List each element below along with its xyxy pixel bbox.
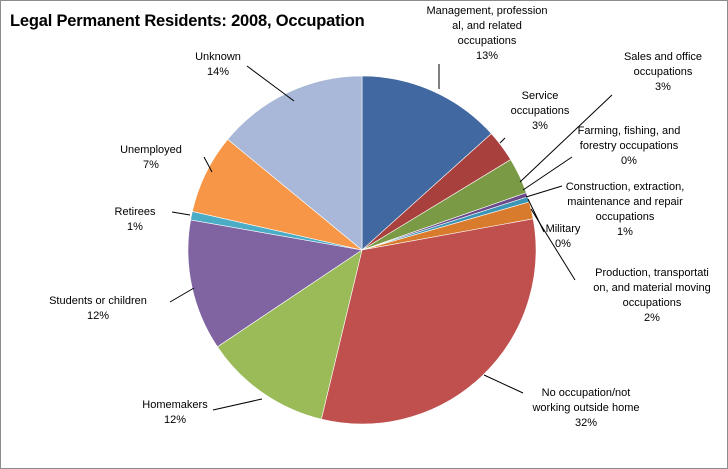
data-label-text: on, and material moving	[593, 282, 711, 294]
leader-line	[499, 137, 506, 144]
data-label: Sales and office occupations 3%	[604, 50, 722, 95]
data-label-text: working outside home	[532, 402, 640, 414]
data-label-text: Unknown	[195, 51, 241, 63]
leader-lines	[169, 64, 613, 411]
leader-line	[522, 156, 573, 191]
data-label-percent: 7%	[143, 159, 159, 171]
data-label: Unknown 14%	[178, 50, 258, 80]
data-label-percent: 2%	[644, 312, 660, 324]
leader-line	[525, 185, 563, 198]
chart-title: Legal Permanent Residents: 2008, Occupat…	[10, 12, 365, 30]
pie-slice	[187, 219, 363, 348]
pie-slice	[227, 75, 363, 251]
data-label-percent: 12%	[86, 310, 110, 322]
leader-line	[203, 156, 213, 173]
data-label: Unemployed 7%	[105, 143, 197, 173]
data-label-text: maintenance and repair	[567, 196, 683, 208]
data-label-text: Unemployed	[120, 144, 182, 156]
data-label-percent: 14%	[206, 66, 230, 78]
data-label-text: Service	[521, 90, 559, 102]
leader-line	[169, 287, 195, 303]
data-label-text: No occupation/not	[541, 387, 631, 399]
data-label-text: occupations	[510, 105, 570, 117]
data-label-text: occupations	[633, 66, 693, 78]
data-label-text: occupations	[457, 35, 517, 47]
data-label-text: forestry occupations	[579, 140, 679, 152]
data-label: Homemakers 12%	[120, 398, 230, 428]
leader-line	[246, 65, 295, 102]
leader-line	[212, 398, 263, 411]
data-label-percent: 3%	[655, 81, 671, 93]
data-label-percent: 3%	[532, 120, 548, 132]
data-label: Production, transportati on, and material…	[582, 266, 722, 326]
leader-line	[519, 94, 613, 183]
data-label-text: Retirees	[114, 206, 156, 218]
data-label-text: Students or children	[49, 295, 147, 307]
data-label-percent: 1%	[617, 226, 633, 238]
data-label-percent: 32%	[574, 417, 598, 429]
data-label-percent: 0%	[621, 155, 637, 167]
data-label: Service occupations 3%	[500, 89, 580, 134]
leader-line	[530, 208, 576, 281]
data-label-text: occupations	[622, 297, 682, 309]
data-label-percent: 1%	[127, 221, 143, 233]
leader-line	[171, 211, 191, 216]
data-label-text: Construction, extraction,	[565, 181, 685, 193]
data-label-text: Sales and office	[623, 51, 703, 63]
pie-slice	[216, 249, 363, 420]
data-label: Military 0%	[540, 222, 586, 252]
pie-slices	[187, 75, 537, 425]
data-label-text: Production, transportati	[595, 267, 709, 279]
data-label-percent: 0%	[555, 238, 571, 250]
leader-line	[483, 374, 524, 394]
data-label-text: occupations	[595, 211, 655, 223]
pie-slice	[361, 75, 492, 251]
data-label: No occupation/not working outside home 32%	[512, 386, 660, 431]
data-label-percent: 12%	[163, 414, 187, 426]
data-label: Management, profession al, and related occ…	[414, 4, 560, 64]
data-label-percent: 13%	[475, 50, 499, 62]
pie-slice	[320, 218, 537, 425]
data-label-text: Homemakers	[142, 399, 208, 411]
data-label-text: al, and related	[452, 20, 522, 32]
data-label-text: Management, profession	[426, 5, 548, 17]
data-label-text: Farming, fishing, and	[577, 125, 681, 137]
data-label: Retirees 1%	[101, 205, 169, 235]
data-label-text: Military	[545, 223, 581, 235]
data-label: Construction, extraction, maintenance and…	[556, 180, 694, 240]
data-label: Students or children 12%	[38, 294, 158, 324]
data-label: Farming, fishing, and forestry occupation…	[566, 124, 692, 169]
